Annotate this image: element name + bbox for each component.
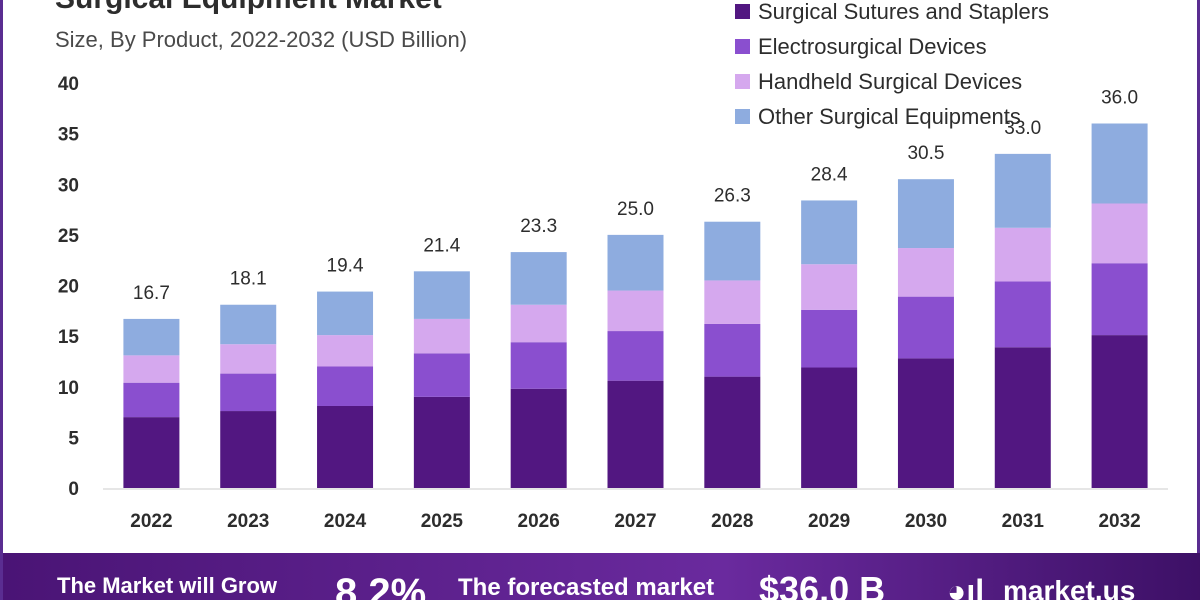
banner-forecast-value: $36.0 B — [759, 569, 886, 600]
legend-swatch — [735, 109, 750, 124]
bar-segment — [1091, 263, 1148, 336]
bar-segment — [1091, 123, 1148, 204]
bar-total-label: 30.5 — [907, 143, 944, 164]
legend-swatch — [735, 4, 750, 19]
bar-segment — [607, 290, 664, 332]
y-tick-label: 40 — [58, 74, 79, 95]
bar-segment — [801, 367, 858, 488]
bar-segment — [317, 366, 374, 406]
bar-segment — [897, 358, 954, 488]
y-tick-label: 5 — [68, 428, 79, 449]
y-tick-label: 30 — [58, 175, 79, 196]
bar-segment — [607, 380, 664, 488]
bar-segment — [123, 382, 180, 418]
y-tick-label: 25 — [58, 226, 80, 247]
bar-total-label: 23.3 — [520, 216, 557, 237]
bar-segment — [704, 221, 761, 281]
bar-segment — [413, 396, 470, 488]
legend-label: Surgical Sutures and Staplers — [758, 0, 1050, 24]
x-tick-label: 2026 — [518, 511, 560, 532]
x-tick-label: 2032 — [1098, 511, 1140, 532]
bar-segment — [994, 347, 1051, 488]
legend-item: Electrosurgical Devices — [735, 29, 1049, 64]
bar-segment — [801, 264, 858, 310]
bar-segment — [123, 355, 180, 383]
y-tick-label: 35 — [58, 125, 80, 146]
bar-segment — [704, 376, 761, 488]
bar-total-label: 16.7 — [133, 283, 170, 304]
bar-segment — [897, 296, 954, 359]
bar-segment — [897, 179, 954, 249]
bar-segment — [317, 291, 374, 336]
bar-segment — [801, 200, 858, 265]
stacked-bar-chart: 051015202530354016.7202218.1202319.42024… — [58, 74, 1168, 532]
bar-segment — [994, 227, 1051, 282]
bar-total-label: 18.1 — [230, 269, 267, 290]
banner-forecast-text: The forecasted market — [458, 574, 715, 600]
bar-segment — [317, 335, 374, 367]
bar-segment — [510, 252, 567, 305]
y-tick-label: 15 — [58, 327, 80, 348]
chart-title: Surgical Equipment Market — [55, 0, 442, 16]
banner-grow-text: The Market will Grow — [57, 573, 278, 598]
bar-segment — [897, 248, 954, 297]
bar-segment — [510, 304, 567, 343]
x-tick-label: 2028 — [711, 511, 753, 532]
bar-segment — [704, 323, 761, 377]
bar-total-label: 33.0 — [1004, 118, 1041, 139]
bar-segment — [220, 411, 277, 488]
x-tick-label: 2027 — [614, 511, 656, 532]
bar-segment — [317, 405, 374, 488]
legend-swatch — [735, 74, 750, 89]
x-tick-label: 2022 — [130, 511, 172, 532]
legend-item: Surgical Sutures and Staplers — [735, 0, 1049, 29]
x-tick-label: 2024 — [324, 511, 367, 532]
bar-segment — [994, 153, 1051, 228]
bar-segment — [607, 234, 664, 291]
market-us-logo: market.us — [1003, 575, 1136, 600]
market-growth-banner: The Market will Grow 8.2% The forecasted… — [3, 553, 1200, 600]
bar-segment — [994, 281, 1051, 348]
legend-swatch — [735, 39, 750, 54]
legend-item: Other Surgical Equipments — [735, 99, 1049, 134]
bar-total-label: 28.4 — [811, 164, 848, 185]
chart-legend: Surgical Sutures and Staplers Electrosurg… — [735, 0, 1049, 134]
x-tick-label: 2029 — [808, 511, 850, 532]
x-tick-label: 2031 — [1002, 511, 1045, 532]
bar-segment — [413, 271, 470, 319]
x-tick-label: 2030 — [905, 511, 947, 532]
bar-segment — [413, 318, 470, 354]
bar-segment — [220, 344, 277, 374]
bar-segment — [801, 309, 858, 368]
y-tick-label: 10 — [58, 378, 79, 399]
bar-segment — [123, 417, 180, 488]
bar-total-label: 19.4 — [327, 256, 364, 277]
bar-segment — [1091, 335, 1148, 488]
chart-subtitle: Size, By Product, 2022-2032 (USD Billion… — [55, 27, 468, 52]
legend-label: Other Surgical Equipments — [758, 103, 1021, 129]
x-tick-label: 2023 — [227, 511, 269, 532]
x-tick-label: 2025 — [421, 511, 464, 532]
bar-total-label: 26.3 — [714, 186, 751, 207]
bar-segment — [123, 318, 180, 356]
bar-segment — [220, 304, 277, 345]
bar-segment — [1091, 203, 1148, 264]
legend-label: Handheld Surgical Devices — [758, 68, 1023, 94]
bar-total-label: 25.0 — [617, 199, 654, 220]
legend-item: Handheld Surgical Devices — [735, 64, 1049, 99]
legend-label: Electrosurgical Devices — [758, 33, 987, 59]
y-tick-label: 0 — [68, 479, 79, 500]
bar-segment — [510, 342, 567, 389]
bar-segment — [510, 388, 567, 488]
bar-total-label: 21.4 — [423, 235, 460, 256]
bar-segment — [220, 373, 277, 412]
bar-total-label: 36.0 — [1101, 88, 1138, 109]
banner-cagr-value: 8.2% — [335, 571, 427, 600]
bar-segment — [413, 353, 470, 397]
market-us-logo-icon: ◕ıl — [947, 573, 985, 600]
bar-segment — [607, 331, 664, 381]
bar-segment — [704, 280, 761, 324]
y-tick-label: 20 — [58, 277, 79, 298]
